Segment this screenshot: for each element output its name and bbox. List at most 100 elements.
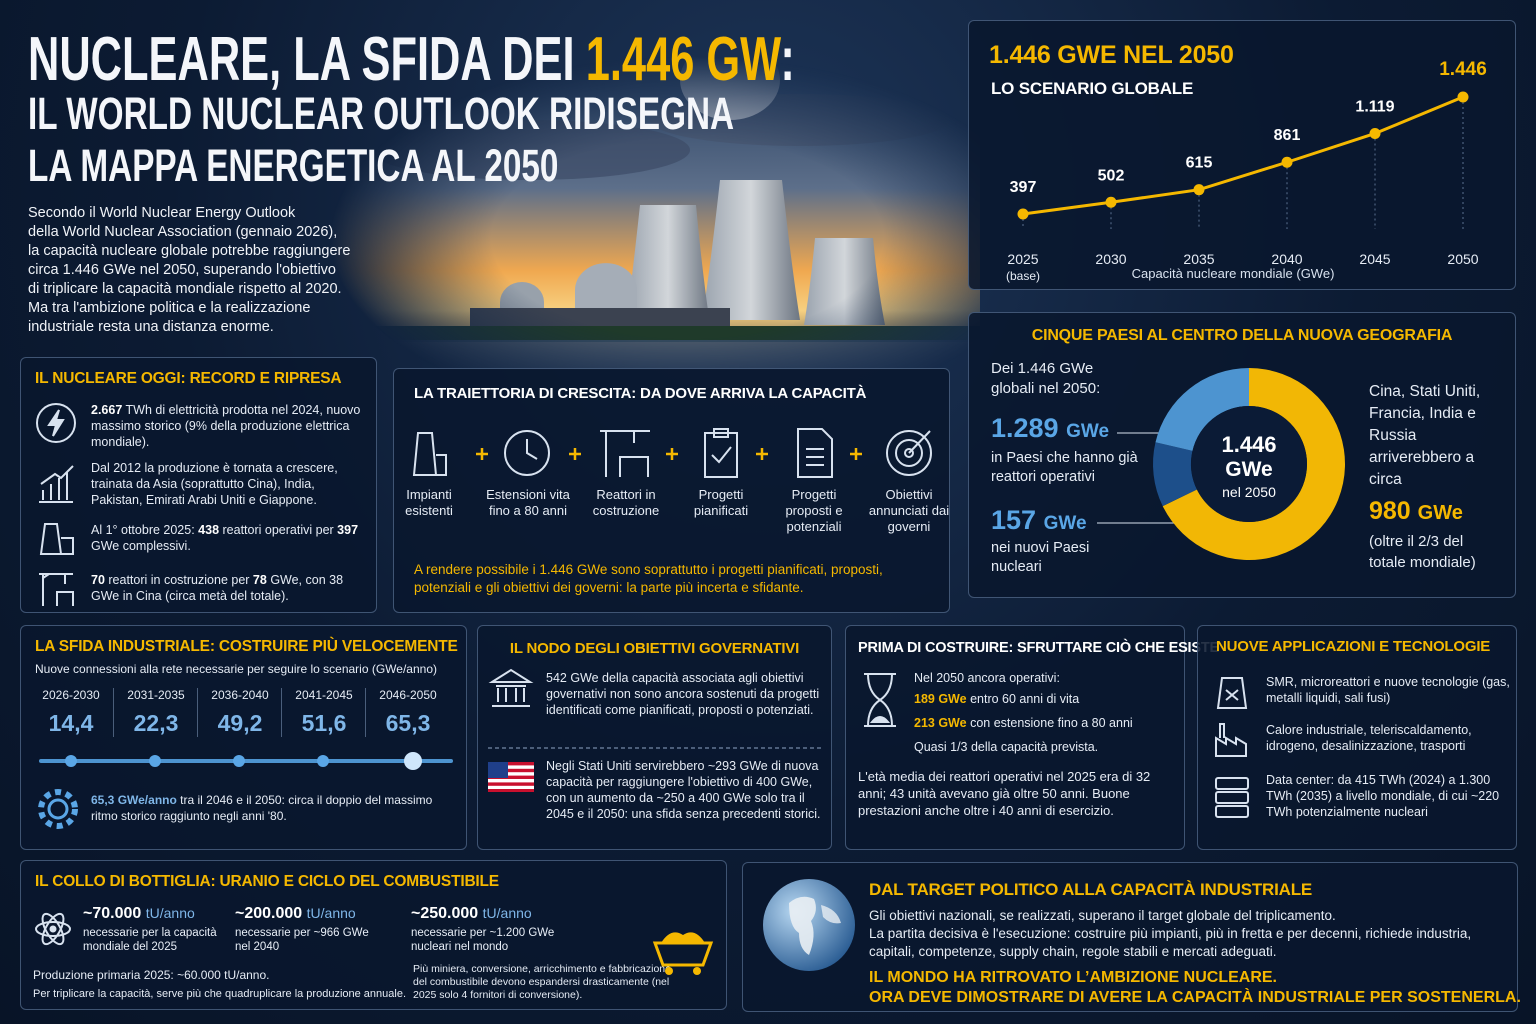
panel-existing: PRIMA DI COSTRUIRE: SFRUTTARE CIÒ CHE ES…: [845, 625, 1219, 850]
panel-title: NUOVE APPLICAZIONI E TECNOLOGIE: [1216, 638, 1491, 655]
panel-title: IL NODO DEGLI OBIETTIVI GOVERNATIVI: [509, 640, 800, 657]
panel-title: LA TRAIETTORIA DI CRESCITA: DA DOVE ARRI…: [414, 385, 867, 402]
value: ~250.000: [411, 905, 479, 922]
period: 2046-2050: [379, 688, 437, 702]
value: ~200.000: [235, 905, 303, 922]
unit: GWe: [1043, 513, 1087, 534]
chart-title: CINQUE PAESI AL CENTRO DELLA NUOVA GEOGR…: [1031, 327, 1453, 344]
uranium-column: ~250.000 tU/anno necessarie per ~1.200 G…: [411, 905, 591, 954]
chain: Più miniera, conversione, arricchimento …: [413, 963, 671, 1001]
panel-today: IL NUCLEARE OGGI: RECORD E RIPRESA 2.667…: [20, 357, 377, 613]
unit: tU/anno: [306, 905, 356, 921]
donut-segment: [1155, 368, 1249, 451]
highlight: 78: [252, 573, 267, 587]
highlight: 65,3 GWe/anno: [91, 793, 177, 807]
text: Al 1° ottobre 2025:: [91, 523, 195, 537]
point: [1017, 208, 1029, 220]
text-line: Ma tra l'ambizione politica e la realizz…: [28, 300, 311, 316]
text-line: la capacità nucleare globale potrebbe ra…: [28, 243, 351, 259]
caption: in Paesi che hanno già reattori operativ…: [991, 450, 1138, 485]
existing-value: 1.289 GWe: [991, 413, 1109, 444]
closing: IL MONDO HA RITROVATO L’AMBIZIONE NUCLEA…: [869, 969, 1277, 986]
item: Data center: da 415 TWh (2024) a 1.300 T…: [1266, 773, 1500, 819]
panel-conclusion: DAL TARGET POLITICO ALLA CAPACITÀ INDUST…: [742, 862, 1521, 1012]
highlight: 397: [337, 523, 359, 537]
rate-value: 65,3: [385, 710, 431, 736]
rate-table: 2026-2030 14,4 2031-2035 22,3 2036-2040 49,2 2…: [29, 688, 459, 748]
uranium-column: ~70.000 tU/anno necessarie per la capaci…: [83, 905, 233, 954]
rate-value: 14,4: [48, 710, 94, 736]
item: Calore industriale, teleriscaldamento, i…: [1266, 723, 1472, 753]
caption: (oltre il 2/3 del totale mondiale): [1369, 533, 1476, 571]
text: tra il 2046 e il 2050: circa il doppio d…: [91, 793, 433, 823]
panel-trajectory: LA TRAIETTORIA DI CRESCITA: DA DOVE ARRI…: [393, 368, 950, 613]
text: reattori in costruzione per: [108, 573, 250, 587]
point: [1457, 91, 1469, 103]
icon-cart: [652, 932, 714, 975]
center-caption: nel 2050: [1222, 484, 1276, 500]
item: SMR, microreattori e nuove tecnologie (g…: [1266, 675, 1510, 705]
annotation: (base): [1006, 269, 1040, 283]
main-title: NUCLEARE, LA SFIDA DEI 1.446 GW:: [28, 24, 795, 95]
icon-atom: [35, 912, 71, 946]
icon-bolt: [36, 403, 76, 443]
icon-reactor: [39, 523, 74, 555]
step-label: Estensioni vita fino a 80 anni: [486, 487, 570, 518]
text-line: Secondo il World Nuclear Energy Outlook: [28, 205, 296, 221]
icon-crane: [39, 573, 74, 606]
highlight: 438: [198, 523, 220, 537]
us-flag: [488, 762, 534, 792]
period: 2041-2045: [295, 688, 353, 702]
note: A rendere possibile i 1.446 GWe sono sop…: [414, 562, 883, 595]
panel-title: IL COLLO DI BOTTIGLIA: URANIO E CICLO DE…: [35, 873, 499, 890]
share: Quasi 1/3 della capacità prevista.: [914, 740, 1099, 754]
text-line: della World Nuclear Association (gennaio…: [28, 224, 338, 240]
title-line: IL WORLD NUCLEAR OUTLOOK RIDISEGNA: [28, 88, 735, 139]
text: entro 60 anni di vita: [970, 692, 1080, 706]
text: con estensione fino a 80 anni: [970, 716, 1133, 730]
fact: Al 1° ottobre 2025: 438 reattori operati…: [91, 522, 369, 554]
panel-uranium: IL COLLO DI BOTTIGLIA: URANIO E CICLO DE…: [20, 860, 727, 1010]
panel-title: DAL TARGET POLITICO ALLA CAPACITÀ INDUST…: [869, 880, 1313, 899]
title-highlight: 1.446 GW: [585, 25, 781, 94]
text: reattori operativi per: [222, 523, 334, 537]
rate-column: 2046-2050 65,3: [365, 688, 450, 737]
value-label: 502: [1098, 167, 1125, 184]
point: [1281, 156, 1293, 168]
x-tick-label: 2030: [1095, 251, 1126, 267]
value-label: 615: [1186, 155, 1213, 172]
icon-government: [488, 668, 534, 707]
panel-title: PRIMA DI COSTRUIRE: SFRUTTARE CIÒ CHE ES…: [858, 640, 1219, 656]
text: TWh di elettricità prodotta nel 2024, nu…: [91, 403, 361, 449]
step-label: Progetti proposti e potenziali: [785, 487, 843, 534]
icon-server: [1215, 777, 1249, 818]
step-label: Impianti esistenti: [405, 487, 453, 518]
icon-factory: [1215, 723, 1247, 757]
text-line: di triplicare la capacità mondiale rispe…: [28, 281, 342, 297]
title-text: NUCLEARE, LA SFIDA DEI: [28, 25, 575, 94]
triple: Per triplicare la capacità, serve più ch…: [33, 988, 407, 1000]
paragraph: Gli obiettivi nazionali, se realizzati, …: [869, 908, 1336, 923]
text-line: circa 1.446 GWe nel 2050, superando l'ob…: [28, 262, 336, 278]
rate-column: 2036-2040 49,2: [197, 688, 282, 737]
unit: tU/anno: [145, 905, 195, 921]
point: [1369, 127, 1381, 139]
value-label: 1.119: [1355, 98, 1394, 115]
text: necessarie per la capacità mondiale del …: [83, 927, 217, 953]
rate-value: 49,2: [217, 710, 263, 736]
line-chart: 397 2025 502 2030 615 2035 861 2040 1.119 2045 1.4…: [1006, 59, 1487, 283]
step-label: Obiettivi annunciati dai governi: [868, 487, 950, 534]
timeline: [39, 752, 453, 770]
text: necessarie per ~1.200 GWe nucleari nel m…: [411, 927, 555, 953]
caption: nei nuovi Paesi nucleari: [991, 540, 1090, 575]
center-value: 1.446: [1221, 432, 1276, 457]
period: 2031-2035: [127, 688, 185, 702]
value: 1.289: [991, 413, 1059, 443]
period: 2026-2030: [42, 688, 100, 702]
value-label: 397: [1010, 179, 1037, 196]
title-line: LA MAPPA ENERGETICA AL 2050: [28, 140, 559, 191]
period: 2036-2040: [211, 688, 269, 702]
trajectory-icons: [412, 428, 932, 478]
text: necessarie per ~966 GWe nel 2040: [235, 927, 369, 953]
panel-applications: NUOVE APPLICAZIONI E TECNOLOGIE SMR, mic…: [1197, 625, 1517, 850]
